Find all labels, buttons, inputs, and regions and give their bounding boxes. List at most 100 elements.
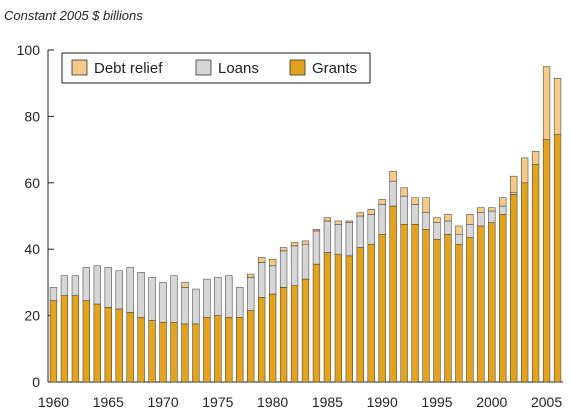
- bar-debt-relief: [247, 273, 255, 278]
- bar-grants: [334, 253, 343, 383]
- bar-debt-relief: [422, 197, 430, 213]
- bar-grants: [301, 278, 310, 383]
- bar-loans: [258, 262, 266, 298]
- bar-loans: [214, 277, 222, 316]
- bar-grants: [225, 317, 233, 383]
- bar-grants: [400, 224, 408, 383]
- bar-grants: [312, 263, 321, 383]
- bar-grants: [466, 237, 474, 383]
- bar-grants: [137, 317, 145, 383]
- bar-debt-relief: [258, 257, 266, 263]
- bar-debt-relief: [279, 247, 288, 252]
- bar-debt-relief: [268, 258, 277, 267]
- bar-loans: [323, 220, 332, 253]
- bar-debt-relief: [521, 157, 529, 184]
- legend-swatch: [289, 59, 306, 76]
- bar-loans: [488, 210, 496, 223]
- bar-loans: [444, 220, 452, 235]
- bar-grants: [203, 317, 211, 383]
- bar-loans: [455, 234, 463, 245]
- bar-debt-relief: [356, 212, 364, 217]
- bar-grants: [455, 243, 463, 383]
- bar-debt-relief: [444, 214, 452, 222]
- bar-grants: [411, 224, 419, 383]
- bar-grants: [268, 293, 277, 383]
- bar-grants: [236, 317, 244, 383]
- bar-grants: [82, 300, 90, 383]
- bar-loans: [334, 224, 343, 255]
- bar-grants: [49, 300, 58, 383]
- bar-debt-relief: [477, 207, 485, 213]
- bar-loans: [159, 282, 167, 323]
- legend: Debt relief Loans Grants: [61, 52, 371, 84]
- x-tick-label: 1990: [367, 394, 398, 410]
- bar-grants: [510, 194, 518, 383]
- bar-loans: [411, 204, 419, 225]
- bar-debt-relief: [367, 209, 375, 215]
- bar-loans: [225, 275, 233, 318]
- bar-loans: [268, 265, 277, 295]
- x-tick-label: 1995: [421, 394, 452, 410]
- bar-debt-relief: [542, 66, 551, 140]
- y-tick-label: 20: [24, 308, 40, 324]
- bar-grants: [126, 312, 134, 383]
- bar-grants: [389, 205, 397, 383]
- bar-grants: [542, 139, 551, 383]
- bar-grants: [345, 255, 353, 383]
- bar-debt-relief: [334, 220, 343, 225]
- bar-grants: [521, 182, 529, 383]
- bar-loans: [301, 243, 310, 280]
- bar-debt-relief: [378, 199, 386, 205]
- bar-grants: [71, 295, 80, 383]
- bar-grants: [323, 252, 332, 383]
- bar-loans: [137, 272, 145, 318]
- bar-loans: [356, 215, 364, 248]
- legend-label: Debt relief: [94, 60, 163, 77]
- chart-title: Constant 2005 $ billions: [4, 8, 143, 23]
- bar-loans: [345, 222, 353, 257]
- bar-loans: [203, 278, 211, 318]
- bar-grants: [422, 229, 430, 383]
- bar-loans: [290, 245, 299, 286]
- bar-grants: [444, 234, 452, 383]
- legend-label: Loans: [218, 60, 259, 77]
- bar-grants: [192, 323, 200, 383]
- x-tick-label: 1980: [257, 394, 288, 410]
- bar-grants: [279, 287, 288, 383]
- bar-debt-relief: [181, 282, 189, 288]
- bar-debt-relief: [400, 187, 408, 197]
- legend-swatch: [71, 59, 88, 76]
- bar-loans: [93, 265, 101, 305]
- bar-grants: [170, 321, 178, 383]
- bar-debt-relief: [455, 225, 463, 235]
- bar-grants: [115, 308, 123, 383]
- bar-grants: [159, 321, 167, 383]
- bar-loans: [71, 275, 80, 296]
- bar-grants: [378, 234, 386, 383]
- bar-debt-relief: [466, 214, 474, 225]
- legend-box: [61, 52, 371, 84]
- bar-loans: [82, 267, 90, 301]
- bar-loans: [400, 195, 408, 225]
- bar-loans: [115, 270, 123, 310]
- bar-loans: [378, 204, 386, 235]
- bar-grants: [60, 295, 69, 383]
- bar-loans: [60, 275, 69, 296]
- bar-loans: [433, 222, 441, 240]
- bar-debt-relief: [488, 207, 496, 212]
- bar-loans: [367, 214, 375, 245]
- bar-loans: [104, 267, 112, 308]
- bar-grants: [247, 310, 255, 383]
- y-axis: 0 20 40 60 80 100: [17, 42, 54, 390]
- bar-debt-relief: [301, 240, 310, 245]
- y-tick-label: 60: [24, 175, 40, 191]
- bar-debt-relief: [531, 151, 540, 165]
- bar-grants: [477, 225, 485, 383]
- bar-debt-relief: [389, 170, 397, 182]
- bar-loans: [389, 180, 397, 207]
- bar-loans: [170, 275, 178, 323]
- x-tick-label: 1970: [147, 394, 178, 410]
- bar-grants: [553, 134, 562, 383]
- bar-loans: [148, 277, 156, 321]
